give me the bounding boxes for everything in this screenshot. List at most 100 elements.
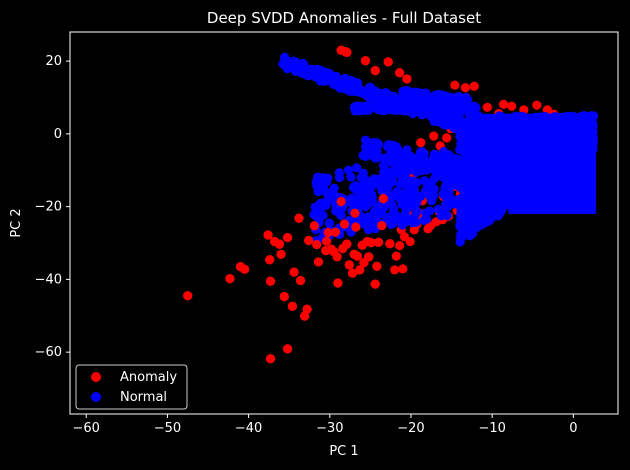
normal-point — [432, 156, 442, 166]
normal-point — [386, 93, 396, 103]
anomaly-point — [405, 236, 415, 247]
normal-point — [427, 187, 437, 197]
anomaly-point — [309, 221, 319, 231]
normal-point — [352, 163, 362, 173]
anomaly-point — [312, 239, 322, 250]
legend-marker-anomaly — [91, 372, 101, 382]
normal-points — [278, 52, 599, 247]
normal-point — [343, 165, 354, 175]
normal-core — [508, 113, 597, 214]
normal-point — [336, 210, 346, 220]
anomaly-point — [398, 264, 408, 274]
anomaly-point — [321, 236, 332, 246]
anomaly-point — [289, 267, 299, 277]
normal-point — [403, 175, 413, 186]
normal-point — [298, 67, 309, 77]
legend-marker-normal — [91, 392, 101, 402]
anomaly-point — [287, 301, 298, 311]
anomaly-point — [450, 80, 460, 90]
normal-point — [367, 91, 377, 101]
plot-frame — [69, 31, 619, 415]
normal-point — [373, 203, 383, 213]
normal-point — [396, 149, 406, 159]
normal-point — [442, 210, 452, 221]
normal-point — [334, 79, 345, 89]
normal-point — [458, 201, 468, 211]
normal-point — [403, 88, 414, 99]
legend-box — [75, 364, 188, 410]
anomaly-point — [395, 68, 405, 78]
normal-point — [407, 198, 417, 208]
normal-point — [416, 147, 426, 157]
legend: Anomaly Normal — [75, 364, 188, 410]
anomaly-point — [498, 99, 509, 109]
normal-point — [439, 117, 450, 128]
normal-point — [471, 222, 482, 233]
anomaly-point — [300, 311, 310, 321]
anomaly-point — [360, 56, 371, 66]
normal-point — [436, 106, 446, 116]
normal-point — [434, 164, 444, 174]
anomaly-point — [295, 275, 306, 286]
anomaly-point — [355, 265, 365, 275]
normal-point — [385, 177, 395, 187]
normal-point — [497, 201, 507, 212]
anomaly-point — [342, 47, 352, 57]
normal-point — [442, 93, 452, 103]
x-tick-label: 0 — [569, 421, 577, 436]
normal-point — [442, 156, 452, 166]
anomaly-point — [390, 265, 400, 275]
normal-point — [398, 212, 408, 222]
normal-point — [311, 177, 321, 187]
normal-point — [325, 72, 335, 82]
anomaly-point — [366, 238, 376, 248]
plot-area — [69, 31, 619, 415]
normal-point — [453, 180, 464, 190]
anomaly-point — [225, 274, 235, 284]
anomaly-point — [429, 131, 439, 141]
normal-point — [429, 174, 439, 184]
normal-point — [298, 60, 308, 70]
anomaly-point — [294, 213, 304, 223]
anomaly-point — [370, 279, 380, 289]
normal-point — [419, 215, 429, 225]
normal-point — [463, 221, 473, 231]
normal-point — [394, 104, 404, 114]
normal-point — [322, 188, 332, 198]
y-tick-label: −40 — [35, 272, 62, 287]
anomaly-point — [373, 237, 384, 247]
x-axis-label: PC 1 — [329, 444, 358, 459]
normal-point — [359, 174, 370, 184]
x-tick-label: −50 — [154, 421, 181, 436]
normal-point — [310, 66, 320, 76]
anomaly-point — [344, 260, 354, 270]
y-tick-label: 0 — [54, 127, 62, 142]
anomaly-point — [339, 219, 350, 229]
anomaly-point — [265, 255, 275, 265]
anomaly-point — [282, 232, 293, 243]
normal-point — [313, 186, 323, 197]
normal-point — [364, 82, 374, 93]
normal-point — [350, 80, 361, 90]
normal-point — [346, 172, 356, 182]
normal-point — [323, 173, 333, 183]
normal-point — [465, 182, 475, 193]
anomaly-point — [385, 239, 395, 249]
normal-point — [487, 212, 497, 222]
anomaly-point — [416, 137, 426, 148]
normal-point — [363, 212, 373, 222]
normal-point — [464, 168, 474, 178]
anomaly-point — [402, 74, 412, 84]
normal-point — [278, 59, 288, 69]
normal-point — [395, 179, 405, 189]
anomaly-point — [265, 354, 276, 364]
normal-point — [415, 156, 426, 166]
anomaly-point — [313, 257, 324, 267]
anomaly-point — [370, 65, 380, 76]
anomaly-point — [342, 239, 352, 249]
x-tick-label: −60 — [73, 421, 100, 436]
normal-point — [452, 195, 462, 205]
anomaly-point — [352, 251, 362, 261]
normal-point — [367, 138, 377, 148]
